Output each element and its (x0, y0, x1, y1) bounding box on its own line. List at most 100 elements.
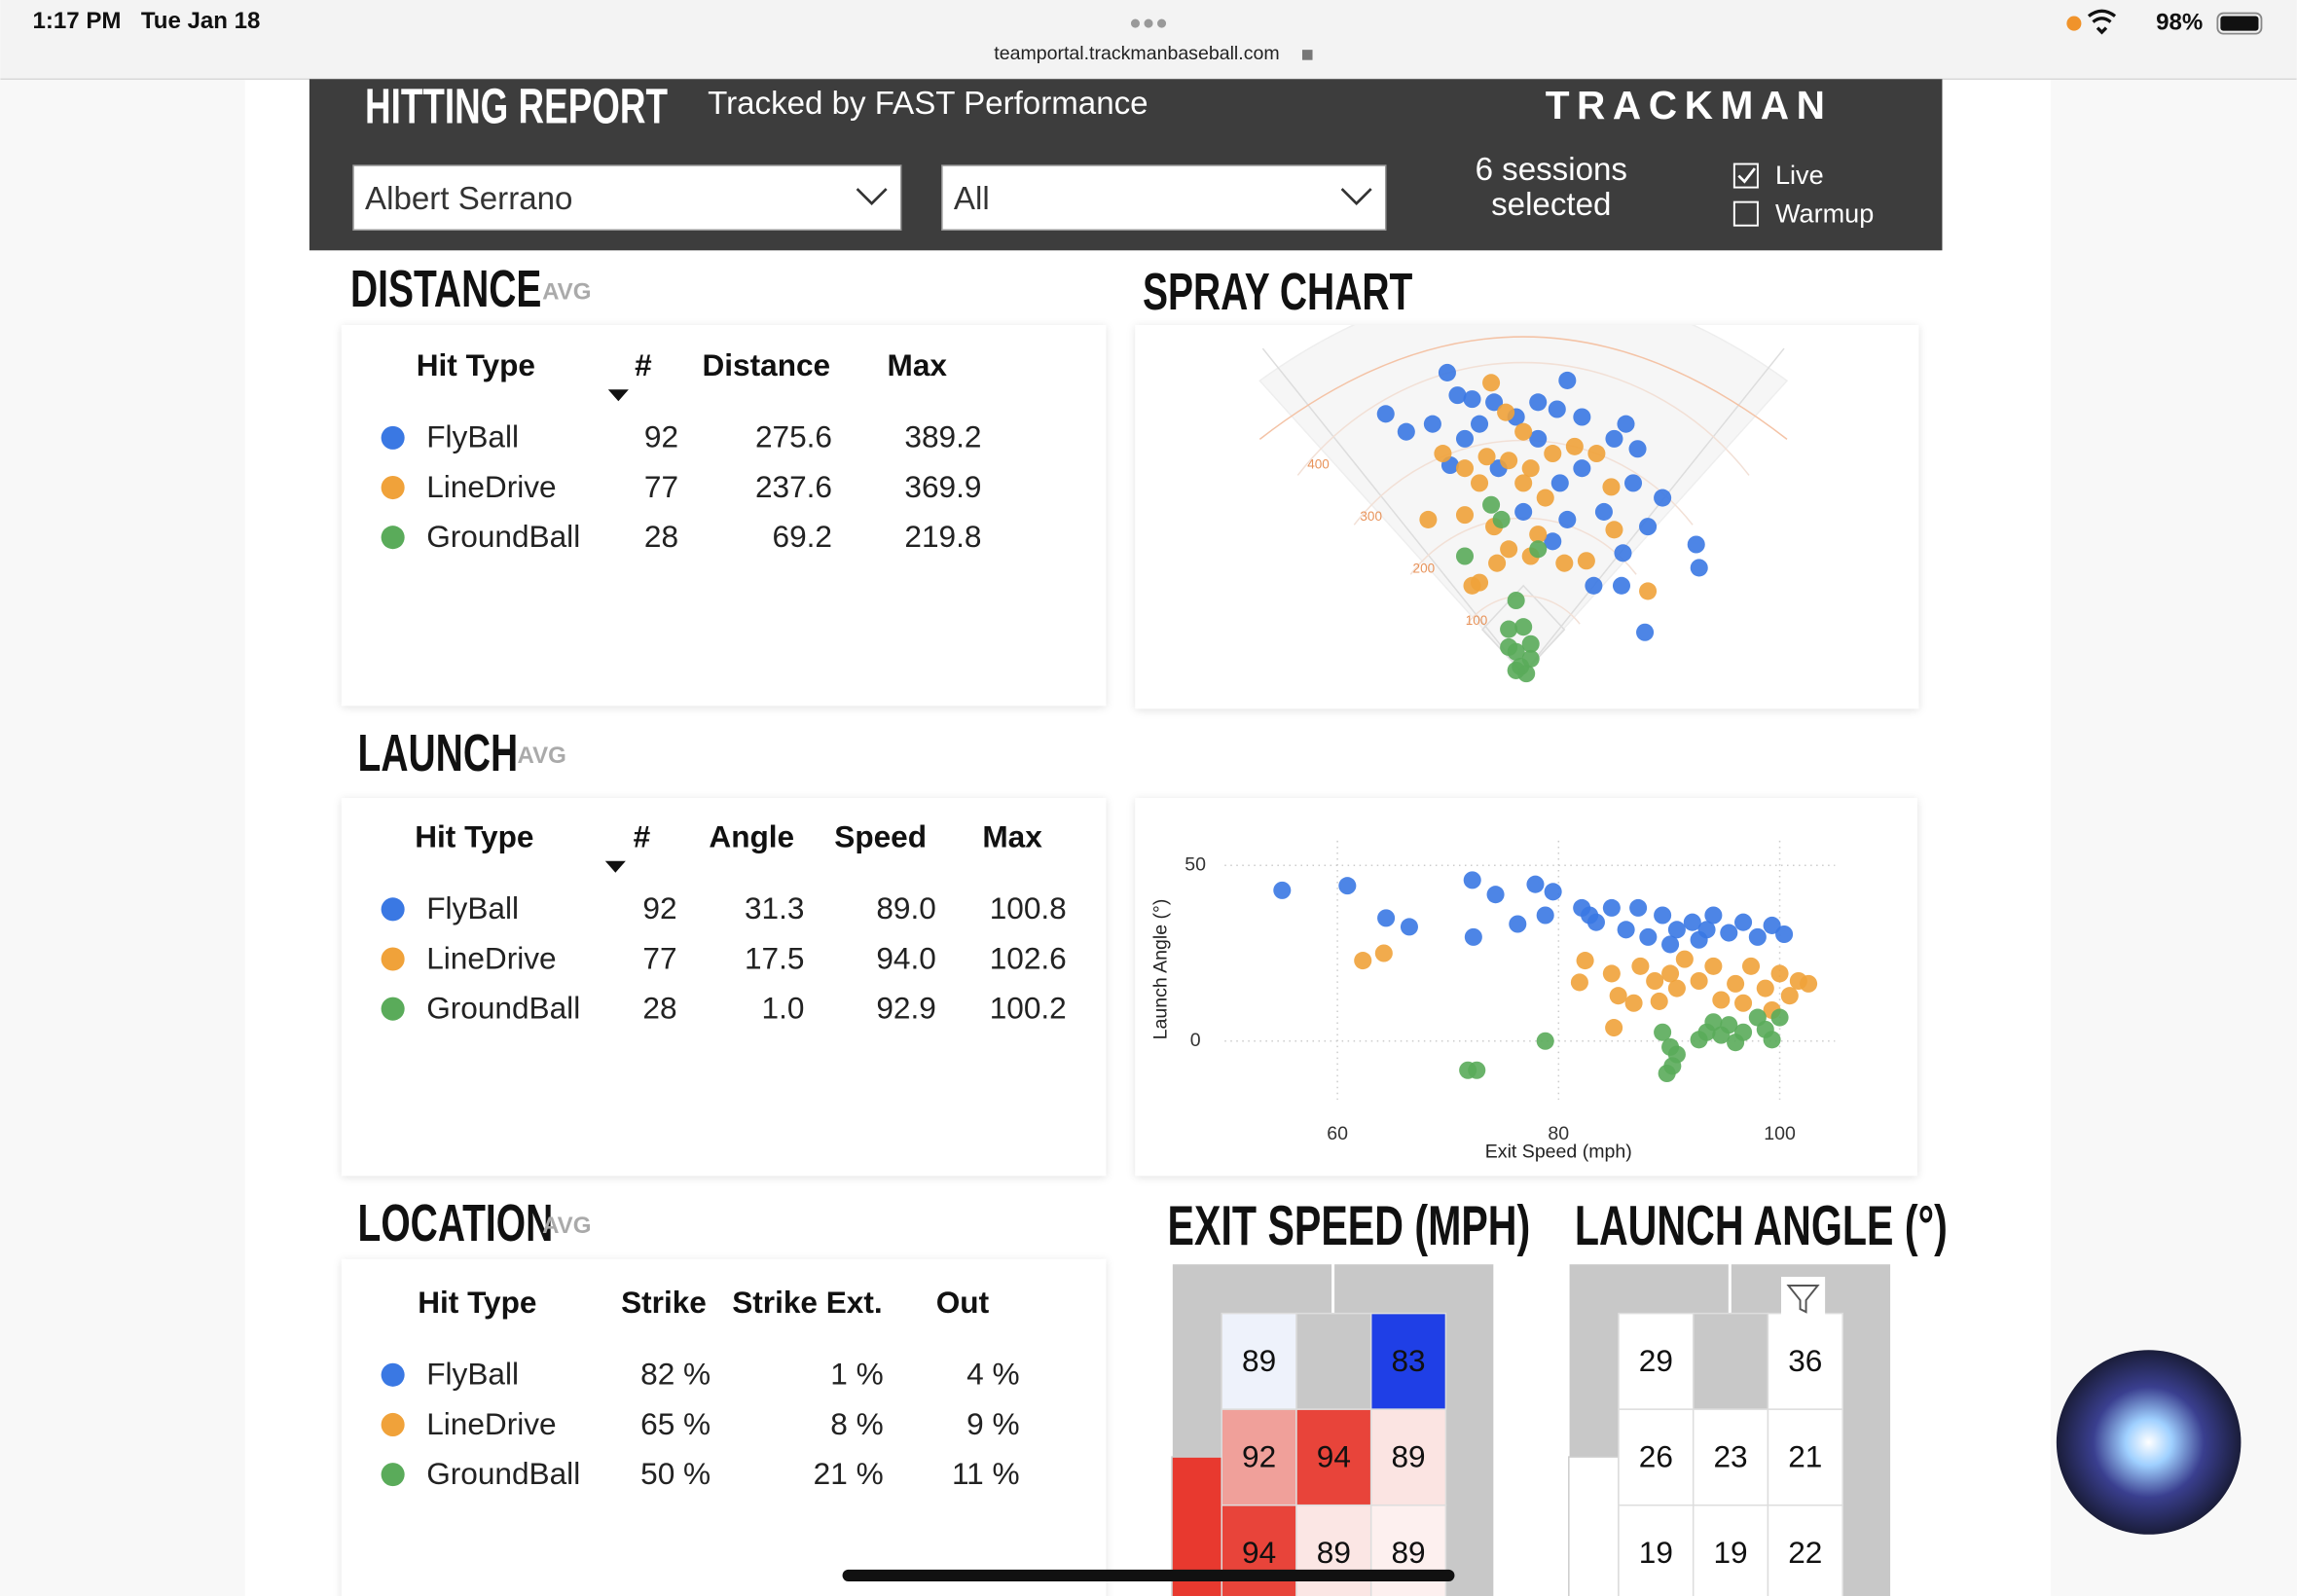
dropdown-chevron (1340, 188, 1372, 206)
hit-type-dot (381, 425, 405, 450)
distance-ring-label: 400 (1307, 457, 1330, 472)
hit-type: FlyBall (426, 1357, 519, 1392)
recording-dot (2066, 16, 2082, 31)
scatter-point (1576, 952, 1594, 970)
foul-lines (1261, 347, 1785, 674)
scatter-point (1704, 906, 1723, 925)
spray-point (1521, 635, 1540, 653)
spray-point (1617, 415, 1635, 433)
spray-point (1397, 422, 1415, 441)
sessions-selected: selected (1491, 187, 1611, 223)
spray-point (1639, 518, 1658, 536)
spray-point (1529, 393, 1548, 412)
cell: 94.0 (876, 940, 935, 975)
scatter-point (1756, 979, 1774, 998)
section-title: LAUNCH (358, 724, 519, 783)
cell: 89.0 (876, 890, 935, 925)
x-tick-label: 80 (1548, 1123, 1569, 1144)
wifi-icon (2087, 9, 2117, 35)
column-header: Hit Type (415, 818, 533, 853)
heatmap-value: 21 (1788, 1439, 1822, 1474)
sort-arrow (607, 389, 629, 402)
scatter-point (1536, 1032, 1554, 1050)
spray-point (1514, 618, 1533, 636)
checkbox[interactable] (1732, 163, 1759, 189)
checkbox[interactable] (1732, 200, 1759, 227)
cell: 21 % (814, 1456, 884, 1491)
spray-point (1500, 620, 1518, 638)
battery-level: 98% (2156, 9, 2203, 35)
spray-point (1585, 576, 1603, 595)
hit-type-dot (381, 475, 405, 500)
column-header: Distance (702, 347, 830, 382)
spray-point (1500, 540, 1518, 559)
spray-point (1423, 415, 1441, 433)
filter-icon[interactable] (1786, 1285, 1820, 1314)
dropdown[interactable] (941, 164, 1387, 231)
hit-type-dot (381, 997, 405, 1021)
scatter-point (1770, 1008, 1789, 1027)
card (341, 325, 1107, 707)
hit-type: GroundBall (426, 991, 580, 1026)
sort-arrow (604, 860, 626, 873)
spray-point (1536, 489, 1554, 507)
heatmap-value: 83 (1392, 1343, 1426, 1378)
heatmap-value: 29 (1639, 1343, 1673, 1378)
hit-type: FlyBall (426, 890, 519, 925)
spray-point (1376, 405, 1395, 423)
heatmap-cell (1692, 1504, 1769, 1596)
heatmap-cell (1618, 1312, 1695, 1410)
scatter-point (1464, 927, 1482, 946)
spray-point (1565, 437, 1584, 455)
hit-type-dot (381, 947, 405, 971)
distance-ring-label: 200 (1413, 562, 1436, 576)
hit-type-dot (381, 1463, 405, 1487)
section-title: DISTANCE (350, 260, 541, 319)
y-tick-label: 50 (1185, 853, 1206, 875)
scatter-point (1602, 898, 1621, 917)
cell: 9 % (966, 1406, 1019, 1441)
scatter-point (1468, 1061, 1486, 1079)
cell: 82 % (640, 1357, 711, 1392)
hit-type: GroundBall (426, 1456, 580, 1491)
dropdown-value: Albert Serrano (365, 181, 572, 217)
scatter-point (1697, 921, 1716, 939)
scatter-point (1690, 971, 1708, 991)
spray-point (1471, 573, 1489, 592)
url: teamportal.trackmanbaseball.com (994, 43, 1279, 64)
filter-button[interactable] (1780, 1277, 1826, 1319)
spray-point (1455, 459, 1475, 478)
cell: 92.9 (876, 991, 935, 1026)
report-subtitle: Tracked by FAST Performance (708, 86, 1148, 122)
hit-type: LineDrive (426, 940, 556, 975)
spray-point (1507, 591, 1525, 610)
zone-outer-cell (1568, 1456, 1620, 1596)
brand: TRACKMAN (1546, 83, 1833, 127)
spray-point (1507, 661, 1525, 679)
heatmap-value: 22 (1788, 1535, 1822, 1570)
y-axis-label: Launch Angle (°) (1150, 899, 1172, 1040)
dropdown-chevron (856, 188, 888, 206)
report-title: HITTING REPORT (365, 80, 668, 134)
dropdown[interactable] (352, 164, 902, 231)
heatmap-cell (1221, 1408, 1297, 1506)
scatter-point (1704, 1013, 1723, 1032)
cell: 102.6 (990, 940, 1067, 975)
spray-point (1623, 474, 1643, 492)
heatmap-cell (1767, 1504, 1843, 1596)
spray-point (1438, 363, 1456, 381)
spray-point (1500, 637, 1518, 656)
heatmap-value: 36 (1788, 1343, 1822, 1378)
spray-point (1514, 502, 1533, 521)
scatter-point (1509, 915, 1527, 933)
cell: 8 % (830, 1406, 883, 1441)
heatmap-value: 94 (1242, 1535, 1276, 1570)
cell: 4 % (966, 1357, 1019, 1392)
battery-icon (2216, 12, 2263, 35)
scatter-point (1775, 925, 1794, 944)
scatter-point (1570, 973, 1588, 992)
hit-type-dot (381, 1412, 405, 1436)
tab-dot (1130, 18, 1140, 28)
scatter-point (1624, 994, 1643, 1012)
scatter-point (1646, 971, 1664, 991)
